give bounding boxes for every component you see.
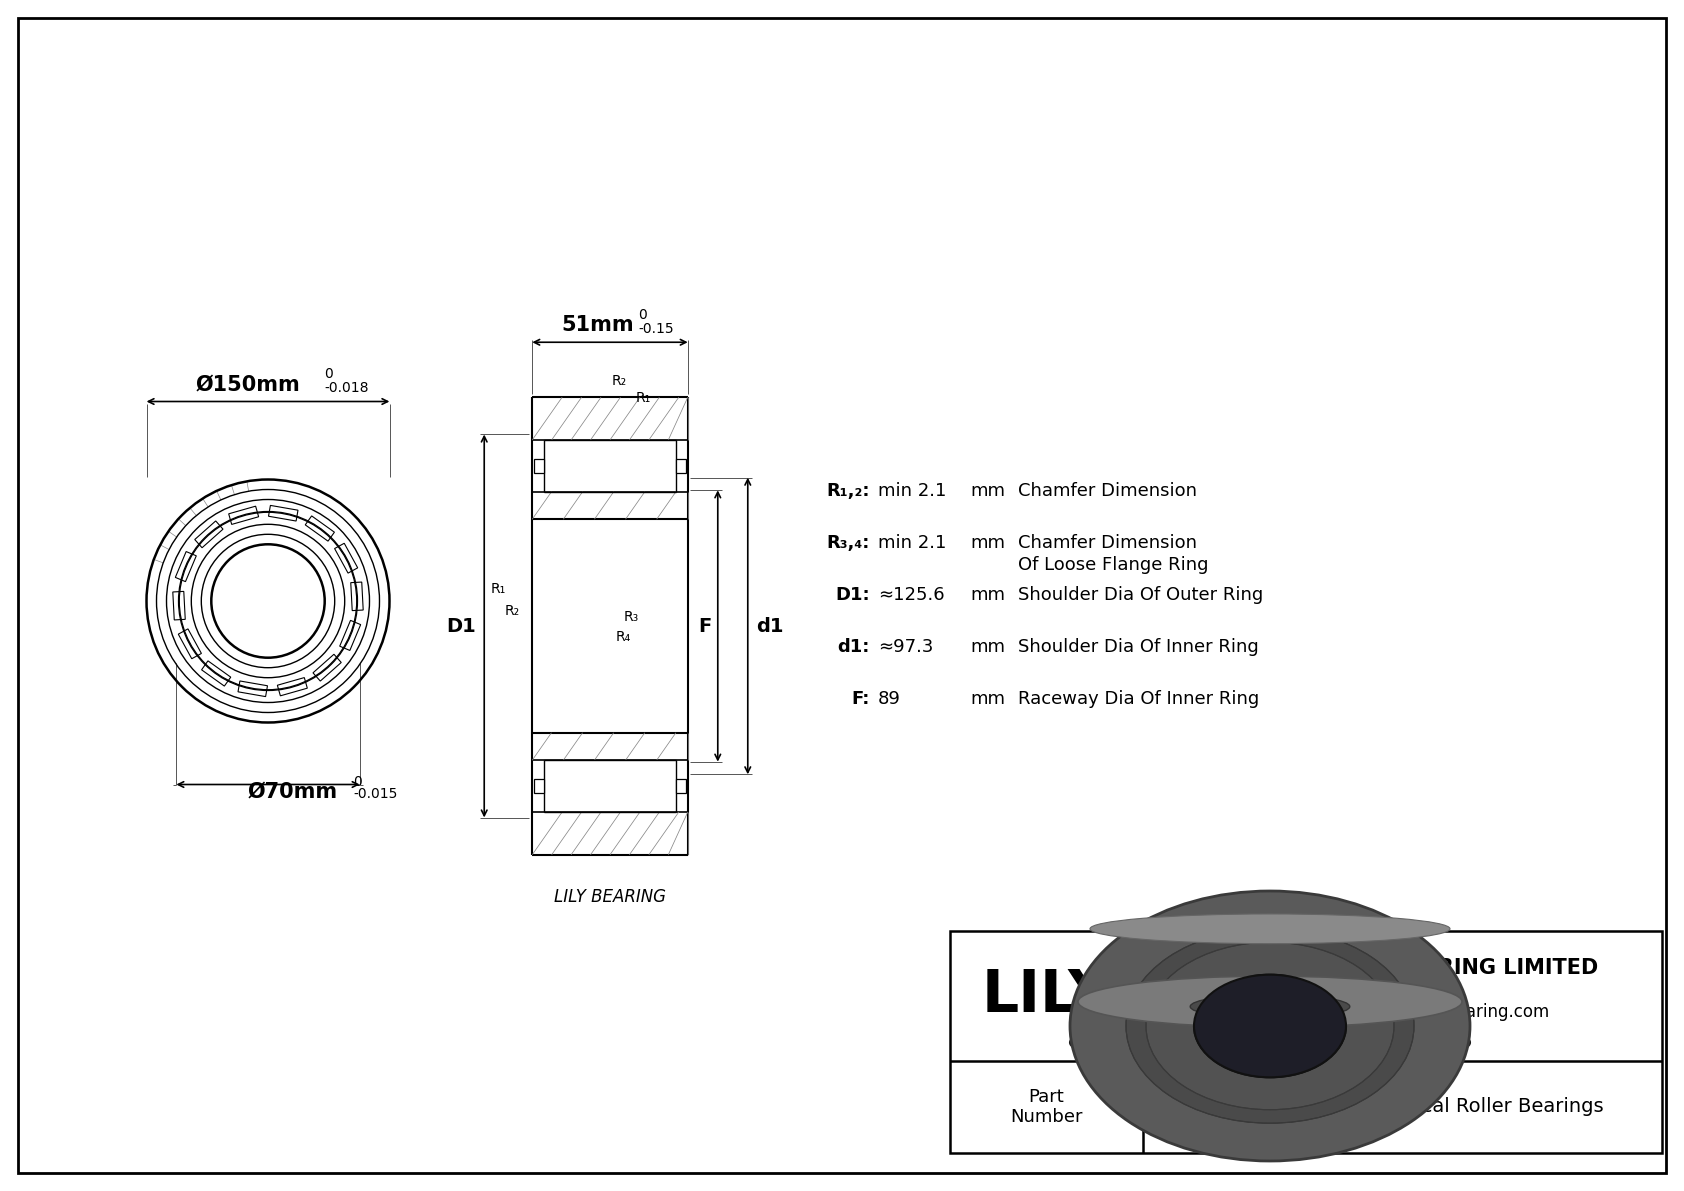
Text: mm: mm	[970, 482, 1005, 500]
Ellipse shape	[1127, 929, 1415, 1123]
Text: R₁: R₁	[492, 582, 507, 596]
Ellipse shape	[1069, 891, 1470, 1161]
Text: R₂: R₂	[505, 604, 520, 618]
Bar	[950, 931, 1662, 1153]
Ellipse shape	[1147, 942, 1394, 1110]
Text: R₁,₂:: R₁,₂:	[827, 482, 871, 500]
Text: ®: ®	[1095, 959, 1113, 977]
Text: mm: mm	[970, 690, 1005, 707]
Text: Part
Number: Part Number	[1010, 1087, 1083, 1127]
Bar	[237, 681, 268, 697]
Text: D1: D1	[446, 617, 477, 636]
Ellipse shape	[1069, 1016, 1470, 1070]
Text: Email: lilybearing@lily-bearing.com: Email: lilybearing@lily-bearing.com	[1255, 1003, 1549, 1021]
Text: R₂: R₂	[611, 374, 626, 388]
Text: 0: 0	[354, 774, 362, 788]
Text: 0: 0	[323, 368, 333, 381]
Text: Shoulder Dia Of Outer Ring: Shoulder Dia Of Outer Ring	[1019, 586, 1263, 604]
Text: R₃: R₃	[625, 610, 640, 624]
Text: 51mm: 51mm	[562, 316, 635, 335]
Text: d1: d1	[756, 617, 783, 636]
Text: LILY BEARING: LILY BEARING	[554, 887, 665, 905]
Text: R₄: R₄	[616, 630, 632, 644]
Bar	[305, 516, 335, 541]
Bar	[202, 661, 231, 686]
Text: Ø150mm: Ø150mm	[195, 374, 300, 394]
Text: NUP 2314 ECP Cylindrical Roller Bearings: NUP 2314 ECP Cylindrical Roller Bearings	[1201, 1097, 1603, 1116]
Ellipse shape	[1090, 913, 1450, 943]
Bar	[173, 592, 185, 621]
Bar	[675, 459, 685, 473]
Text: Shoulder Dia Of Inner Ring: Shoulder Dia Of Inner Ring	[1019, 638, 1258, 656]
Text: Chamfer Dimension: Chamfer Dimension	[1019, 534, 1197, 551]
Bar	[335, 543, 357, 573]
Bar	[175, 551, 197, 581]
Text: ≈97.3: ≈97.3	[877, 638, 933, 656]
Text: R₃,₄:: R₃,₄:	[827, 534, 871, 551]
Bar	[534, 779, 544, 793]
Bar	[268, 505, 298, 520]
Text: mm: mm	[970, 586, 1005, 604]
Text: Ø70mm: Ø70mm	[248, 781, 338, 802]
Bar	[675, 779, 685, 793]
Text: min 2.1: min 2.1	[877, 482, 946, 500]
Text: Raceway Dia Of Inner Ring: Raceway Dia Of Inner Ring	[1019, 690, 1260, 707]
Text: F: F	[699, 617, 712, 636]
Bar	[340, 621, 360, 650]
Ellipse shape	[1078, 977, 1462, 1028]
Ellipse shape	[1191, 994, 1351, 1018]
Bar	[229, 506, 259, 524]
Text: F:: F:	[852, 690, 871, 707]
Ellipse shape	[1202, 1003, 1339, 1021]
Bar	[313, 654, 342, 681]
Bar	[350, 582, 364, 611]
Text: ≈125.6: ≈125.6	[877, 586, 945, 604]
Text: R₁: R₁	[637, 392, 652, 405]
Text: Chamfer Dimension: Chamfer Dimension	[1019, 482, 1197, 500]
Text: d1:: d1:	[837, 638, 871, 656]
Text: Of Loose Flange Ring: Of Loose Flange Ring	[1019, 556, 1209, 574]
Bar	[179, 629, 202, 659]
Text: LILY: LILY	[982, 967, 1111, 1024]
Bar	[278, 678, 306, 696]
Ellipse shape	[1199, 997, 1340, 1030]
Ellipse shape	[1194, 974, 1346, 1078]
Ellipse shape	[1194, 974, 1346, 1078]
Text: 89: 89	[877, 690, 901, 707]
Text: mm: mm	[970, 534, 1005, 551]
Bar	[195, 520, 222, 548]
Text: SHANGHAI LILY BEARING LIMITED: SHANGHAI LILY BEARING LIMITED	[1207, 958, 1598, 978]
Text: -0.15: -0.15	[638, 323, 674, 336]
Text: D1:: D1:	[835, 586, 871, 604]
Text: -0.018: -0.018	[323, 381, 369, 395]
Bar	[534, 459, 544, 473]
Text: 0: 0	[638, 308, 647, 323]
Text: min 2.1: min 2.1	[877, 534, 946, 551]
Text: -0.015: -0.015	[354, 787, 397, 802]
Text: mm: mm	[970, 638, 1005, 656]
